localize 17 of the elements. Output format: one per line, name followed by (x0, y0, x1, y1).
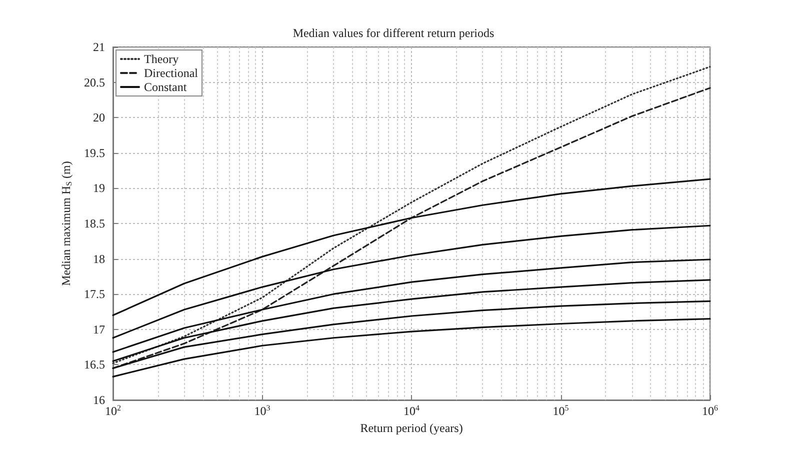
chart-title: Median values for different return periods (292, 26, 495, 40)
y-tick-label: 20.5 (84, 75, 105, 90)
y-tick-label: 17 (93, 322, 105, 336)
y-tick-label: 18.5 (84, 216, 105, 230)
y-tick-label: 17.5 (84, 287, 105, 302)
y-tick-label: 19 (93, 181, 105, 196)
x-axis-title: Return period (years) (360, 420, 463, 435)
y-tick-label: 18 (93, 252, 105, 266)
legend-label: Directional (144, 66, 199, 80)
y-tick-label: 16 (93, 393, 105, 407)
y-tick-label: 21 (93, 40, 105, 54)
y-axis-title: Median maximum HS (m) (59, 161, 74, 286)
legend-label: Theory (144, 52, 179, 66)
legend-label: Constant (144, 80, 188, 94)
y-tick-label: 19.5 (84, 146, 105, 160)
y-tick-label: 16.5 (84, 358, 105, 372)
y-tick-label: 20 (93, 110, 105, 125)
